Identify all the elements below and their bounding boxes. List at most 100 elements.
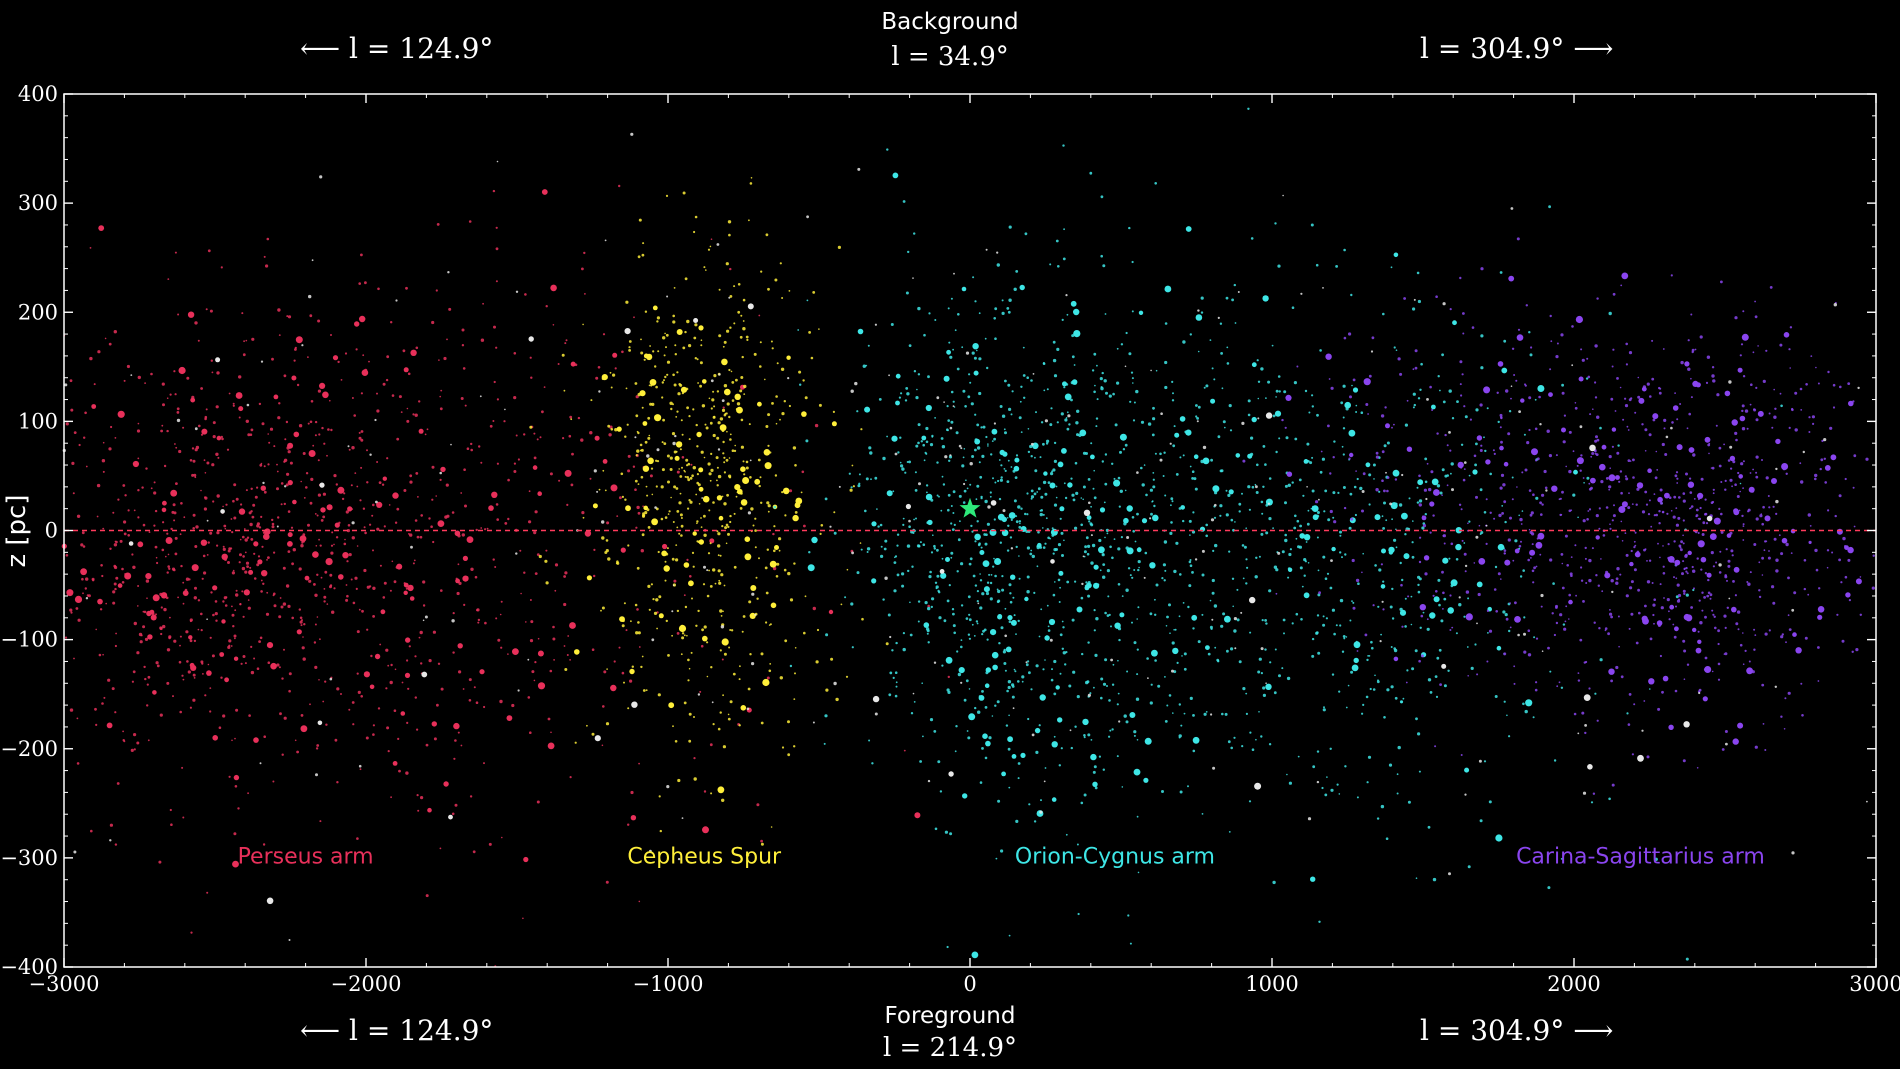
data-point <box>1600 558 1602 560</box>
data-point <box>1659 654 1662 658</box>
data-point <box>352 723 355 726</box>
data-point <box>282 602 287 606</box>
data-point <box>461 328 465 332</box>
data-point <box>1400 583 1403 587</box>
data-point <box>1345 636 1348 638</box>
data-point <box>175 482 178 485</box>
data-point <box>933 544 936 548</box>
data-point <box>1068 684 1072 688</box>
data-point <box>1499 445 1504 451</box>
data-point <box>947 690 951 695</box>
data-point <box>1582 477 1585 479</box>
data-point <box>192 513 196 517</box>
data-point <box>626 423 629 426</box>
data-point <box>1001 575 1004 578</box>
data-point <box>1565 465 1567 468</box>
data-point <box>851 646 854 649</box>
data-point <box>337 486 345 494</box>
data-point <box>325 558 333 566</box>
data-point <box>1007 615 1013 621</box>
data-point <box>1071 618 1075 622</box>
data-point <box>1082 498 1084 501</box>
data-point <box>523 856 529 863</box>
data-point <box>1129 574 1132 577</box>
data-point <box>814 423 819 428</box>
data-point <box>1396 773 1399 776</box>
data-point <box>382 596 386 599</box>
data-point <box>1286 676 1291 681</box>
data-point <box>733 512 736 515</box>
data-point <box>1129 400 1132 403</box>
data-point <box>246 591 249 593</box>
data-point <box>159 627 163 631</box>
data-point <box>1724 479 1727 482</box>
data-point <box>1830 454 1837 461</box>
data-point <box>1064 496 1068 500</box>
data-point <box>676 329 683 335</box>
data-point <box>991 651 999 659</box>
data-point <box>1742 310 1745 313</box>
data-point <box>870 478 872 481</box>
data-point <box>474 575 478 579</box>
data-point <box>1080 497 1083 499</box>
data-point <box>1281 418 1284 422</box>
data-point <box>291 375 297 381</box>
data-point <box>1120 343 1124 346</box>
data-point <box>222 714 226 718</box>
data-point <box>336 687 340 691</box>
data-point <box>98 225 105 232</box>
data-point <box>1063 386 1066 389</box>
data-point <box>871 521 877 527</box>
data-point <box>1137 560 1141 564</box>
data-point <box>1741 404 1745 408</box>
data-point <box>1125 588 1129 592</box>
data-point <box>1723 653 1726 655</box>
data-point <box>231 531 234 534</box>
data-point <box>953 272 955 275</box>
data-point <box>1116 703 1119 706</box>
data-point <box>1234 521 1236 523</box>
data-point <box>1599 463 1606 471</box>
data-point <box>681 632 685 635</box>
data-point <box>334 738 338 742</box>
data-point <box>82 592 84 595</box>
data-point <box>738 678 741 681</box>
data-point <box>1404 533 1407 536</box>
data-point <box>221 437 224 441</box>
data-point <box>838 485 841 488</box>
data-point <box>709 743 713 747</box>
data-point <box>301 344 304 347</box>
data-point <box>203 507 207 511</box>
x-tick-label: −1000 <box>632 972 703 996</box>
data-point <box>1652 418 1656 422</box>
data-point <box>574 649 580 655</box>
data-point <box>1718 464 1722 468</box>
data-point <box>1692 569 1696 573</box>
data-point <box>961 464 965 468</box>
data-point <box>1332 456 1335 459</box>
data-point <box>287 604 291 609</box>
data-point <box>1081 582 1084 586</box>
data-point <box>1651 582 1654 584</box>
data-point <box>1331 546 1336 552</box>
data-point <box>657 550 660 554</box>
data-point <box>1391 518 1393 521</box>
data-point <box>1123 714 1127 718</box>
data-point <box>1384 406 1387 409</box>
data-point <box>517 689 520 692</box>
data-point <box>956 367 960 371</box>
data-point <box>616 515 619 517</box>
data-point <box>1104 453 1108 456</box>
data-point <box>1395 546 1398 549</box>
data-point <box>1672 405 1679 411</box>
data-point <box>1784 697 1787 700</box>
data-point <box>1602 534 1606 537</box>
data-point <box>1348 332 1352 336</box>
data-point <box>1847 382 1851 385</box>
data-point <box>463 468 466 472</box>
data-point <box>665 619 668 623</box>
data-point <box>85 577 89 581</box>
data-point <box>957 313 960 316</box>
data-point <box>963 448 966 450</box>
data-point <box>1621 501 1628 508</box>
